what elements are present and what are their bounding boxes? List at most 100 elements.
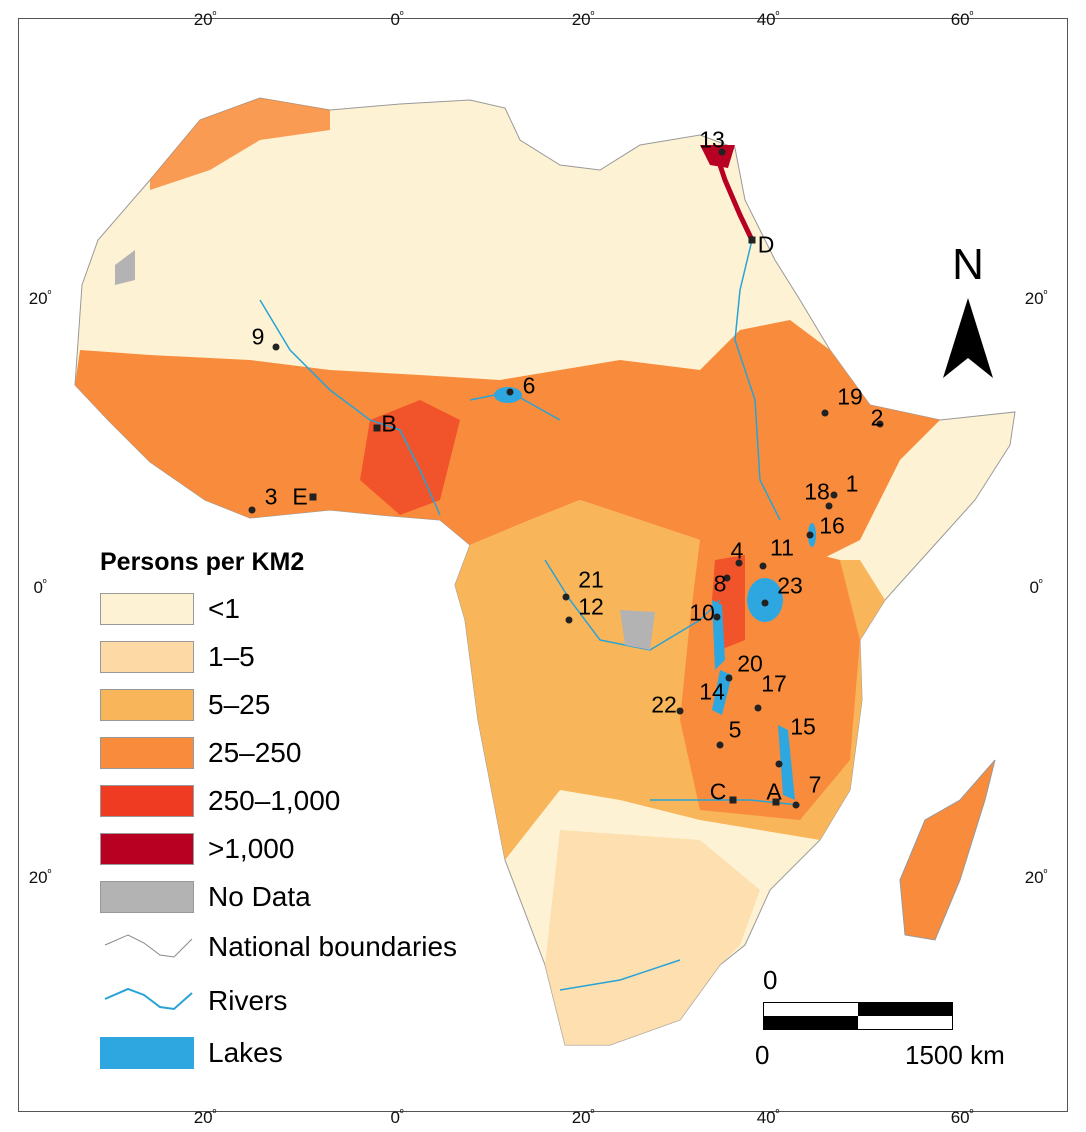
site-label: 15 bbox=[790, 713, 816, 740]
madagascar bbox=[899, 759, 996, 941]
legend-item: 5–25 bbox=[100, 681, 457, 729]
legend-label: 25–250 bbox=[208, 737, 302, 768]
legend-swatch bbox=[100, 881, 194, 913]
site-dot bbox=[775, 760, 783, 768]
site-square bbox=[373, 424, 381, 432]
site-square bbox=[309, 493, 317, 501]
lon-label-bottom-60e: 60º bbox=[950, 1108, 974, 1127]
site-label: 11 bbox=[770, 534, 794, 561]
scale-bar: 0 0 1500 km bbox=[755, 965, 1033, 1074]
lon-label-bottom-0: 0º bbox=[390, 1108, 404, 1127]
site-label: 13 bbox=[699, 126, 725, 153]
lon-label-top-20e: 20º bbox=[571, 10, 595, 29]
lon-label-bottom-40e: 40º bbox=[756, 1108, 780, 1127]
site-label: 9 bbox=[251, 323, 265, 350]
site-dot bbox=[825, 502, 833, 510]
scale-bar-graphic bbox=[763, 1002, 953, 1030]
site-label: B bbox=[381, 410, 397, 437]
lat-label-left-0: 0º bbox=[33, 578, 47, 597]
site-dot bbox=[565, 616, 573, 624]
legend-swatch bbox=[100, 737, 194, 769]
legend-swatch bbox=[100, 833, 194, 865]
site-dot bbox=[830, 491, 838, 499]
lake-swatch bbox=[100, 1037, 194, 1069]
legend-item-lakes: Lakes bbox=[100, 1029, 457, 1077]
legend-label: 1–5 bbox=[208, 641, 255, 672]
lat-label-left-20n: 20º bbox=[28, 289, 52, 308]
sahel-density bbox=[75, 320, 940, 560]
site-dot bbox=[506, 388, 514, 396]
legend-label: >1,000 bbox=[208, 833, 295, 864]
site-dot bbox=[248, 506, 256, 514]
legend-item-rivers: Rivers bbox=[100, 973, 457, 1029]
legend-label: National boundaries bbox=[208, 931, 458, 962]
north-label: N bbox=[952, 240, 984, 289]
north-arrow: N bbox=[938, 240, 998, 385]
site-dot bbox=[761, 599, 769, 607]
nigeria-high-density bbox=[360, 400, 460, 515]
legend-item: 250–1,000 bbox=[100, 777, 457, 825]
site-dot bbox=[725, 674, 733, 682]
site-label: A bbox=[766, 778, 782, 805]
legend-swatch bbox=[100, 689, 194, 721]
site-label: 3 bbox=[264, 483, 278, 510]
site-dot bbox=[562, 593, 570, 601]
legend-item: 1–5 bbox=[100, 633, 457, 681]
site-dot bbox=[735, 559, 743, 567]
scale-end: 1500 km bbox=[905, 1040, 1005, 1070]
legend: Persons per KM2 <1 1–5 5–25 25–250 250–1… bbox=[100, 548, 457, 1077]
site-label: D bbox=[757, 231, 775, 258]
legend-swatch bbox=[100, 641, 194, 673]
lon-label-top-40e: 40º bbox=[756, 10, 780, 29]
legend-label: No Data bbox=[208, 881, 311, 912]
site-dot bbox=[272, 343, 280, 351]
legend-item: <1 bbox=[100, 585, 457, 633]
site-label: 20 bbox=[737, 650, 763, 677]
legend-item: No Data bbox=[100, 873, 457, 921]
legend-swatch bbox=[100, 785, 194, 817]
map-frame bbox=[18, 18, 1068, 1112]
legend-label: Rivers bbox=[208, 985, 288, 1016]
site-dot bbox=[718, 148, 726, 156]
site-label: E bbox=[292, 483, 308, 510]
site-dot bbox=[676, 707, 684, 715]
river-line-icon bbox=[104, 987, 193, 1011]
legend-item: >1,000 bbox=[100, 825, 457, 873]
legend-label: 5–25 bbox=[208, 689, 271, 720]
lon-label-top-20w: 20º bbox=[193, 10, 217, 29]
site-dot bbox=[821, 409, 829, 417]
site-label: 4 bbox=[730, 537, 744, 564]
site-dot bbox=[754, 704, 762, 712]
site-label: 1 bbox=[845, 470, 859, 497]
site-dot bbox=[716, 741, 724, 749]
site-label: 12 bbox=[578, 593, 604, 620]
legend-item: 25–250 bbox=[100, 729, 457, 777]
site-label: 18 bbox=[804, 478, 830, 505]
boundary-line-icon bbox=[104, 934, 193, 958]
north-coast-density bbox=[150, 98, 330, 190]
site-label: 23 bbox=[777, 572, 803, 599]
site-label: 7 bbox=[808, 771, 822, 798]
site-label: 8 bbox=[713, 570, 727, 597]
site-label: 17 bbox=[761, 670, 787, 697]
scale-top-zero: 0 bbox=[763, 965, 778, 995]
legend-swatch bbox=[100, 593, 194, 625]
lon-label-bottom-20e: 20º bbox=[571, 1108, 595, 1127]
site-label: 5 bbox=[728, 716, 742, 743]
legend-item-boundaries: National boundaries bbox=[100, 921, 457, 973]
lat-label-right-20s: 20º bbox=[1024, 868, 1048, 887]
legend-title: Persons per KM2 bbox=[100, 548, 305, 576]
site-dot bbox=[806, 531, 814, 539]
legend-label: 250–1,000 bbox=[208, 785, 341, 816]
site-label: 2 bbox=[870, 404, 884, 431]
lon-label-top-0: 0º bbox=[390, 10, 404, 29]
site-dot bbox=[876, 420, 884, 428]
site-label: 16 bbox=[819, 512, 845, 539]
site-dot bbox=[723, 574, 731, 582]
site-square bbox=[772, 798, 780, 806]
site-dot bbox=[759, 562, 767, 570]
site-label: 19 bbox=[837, 383, 863, 410]
legend-label: Lakes bbox=[208, 1037, 283, 1068]
